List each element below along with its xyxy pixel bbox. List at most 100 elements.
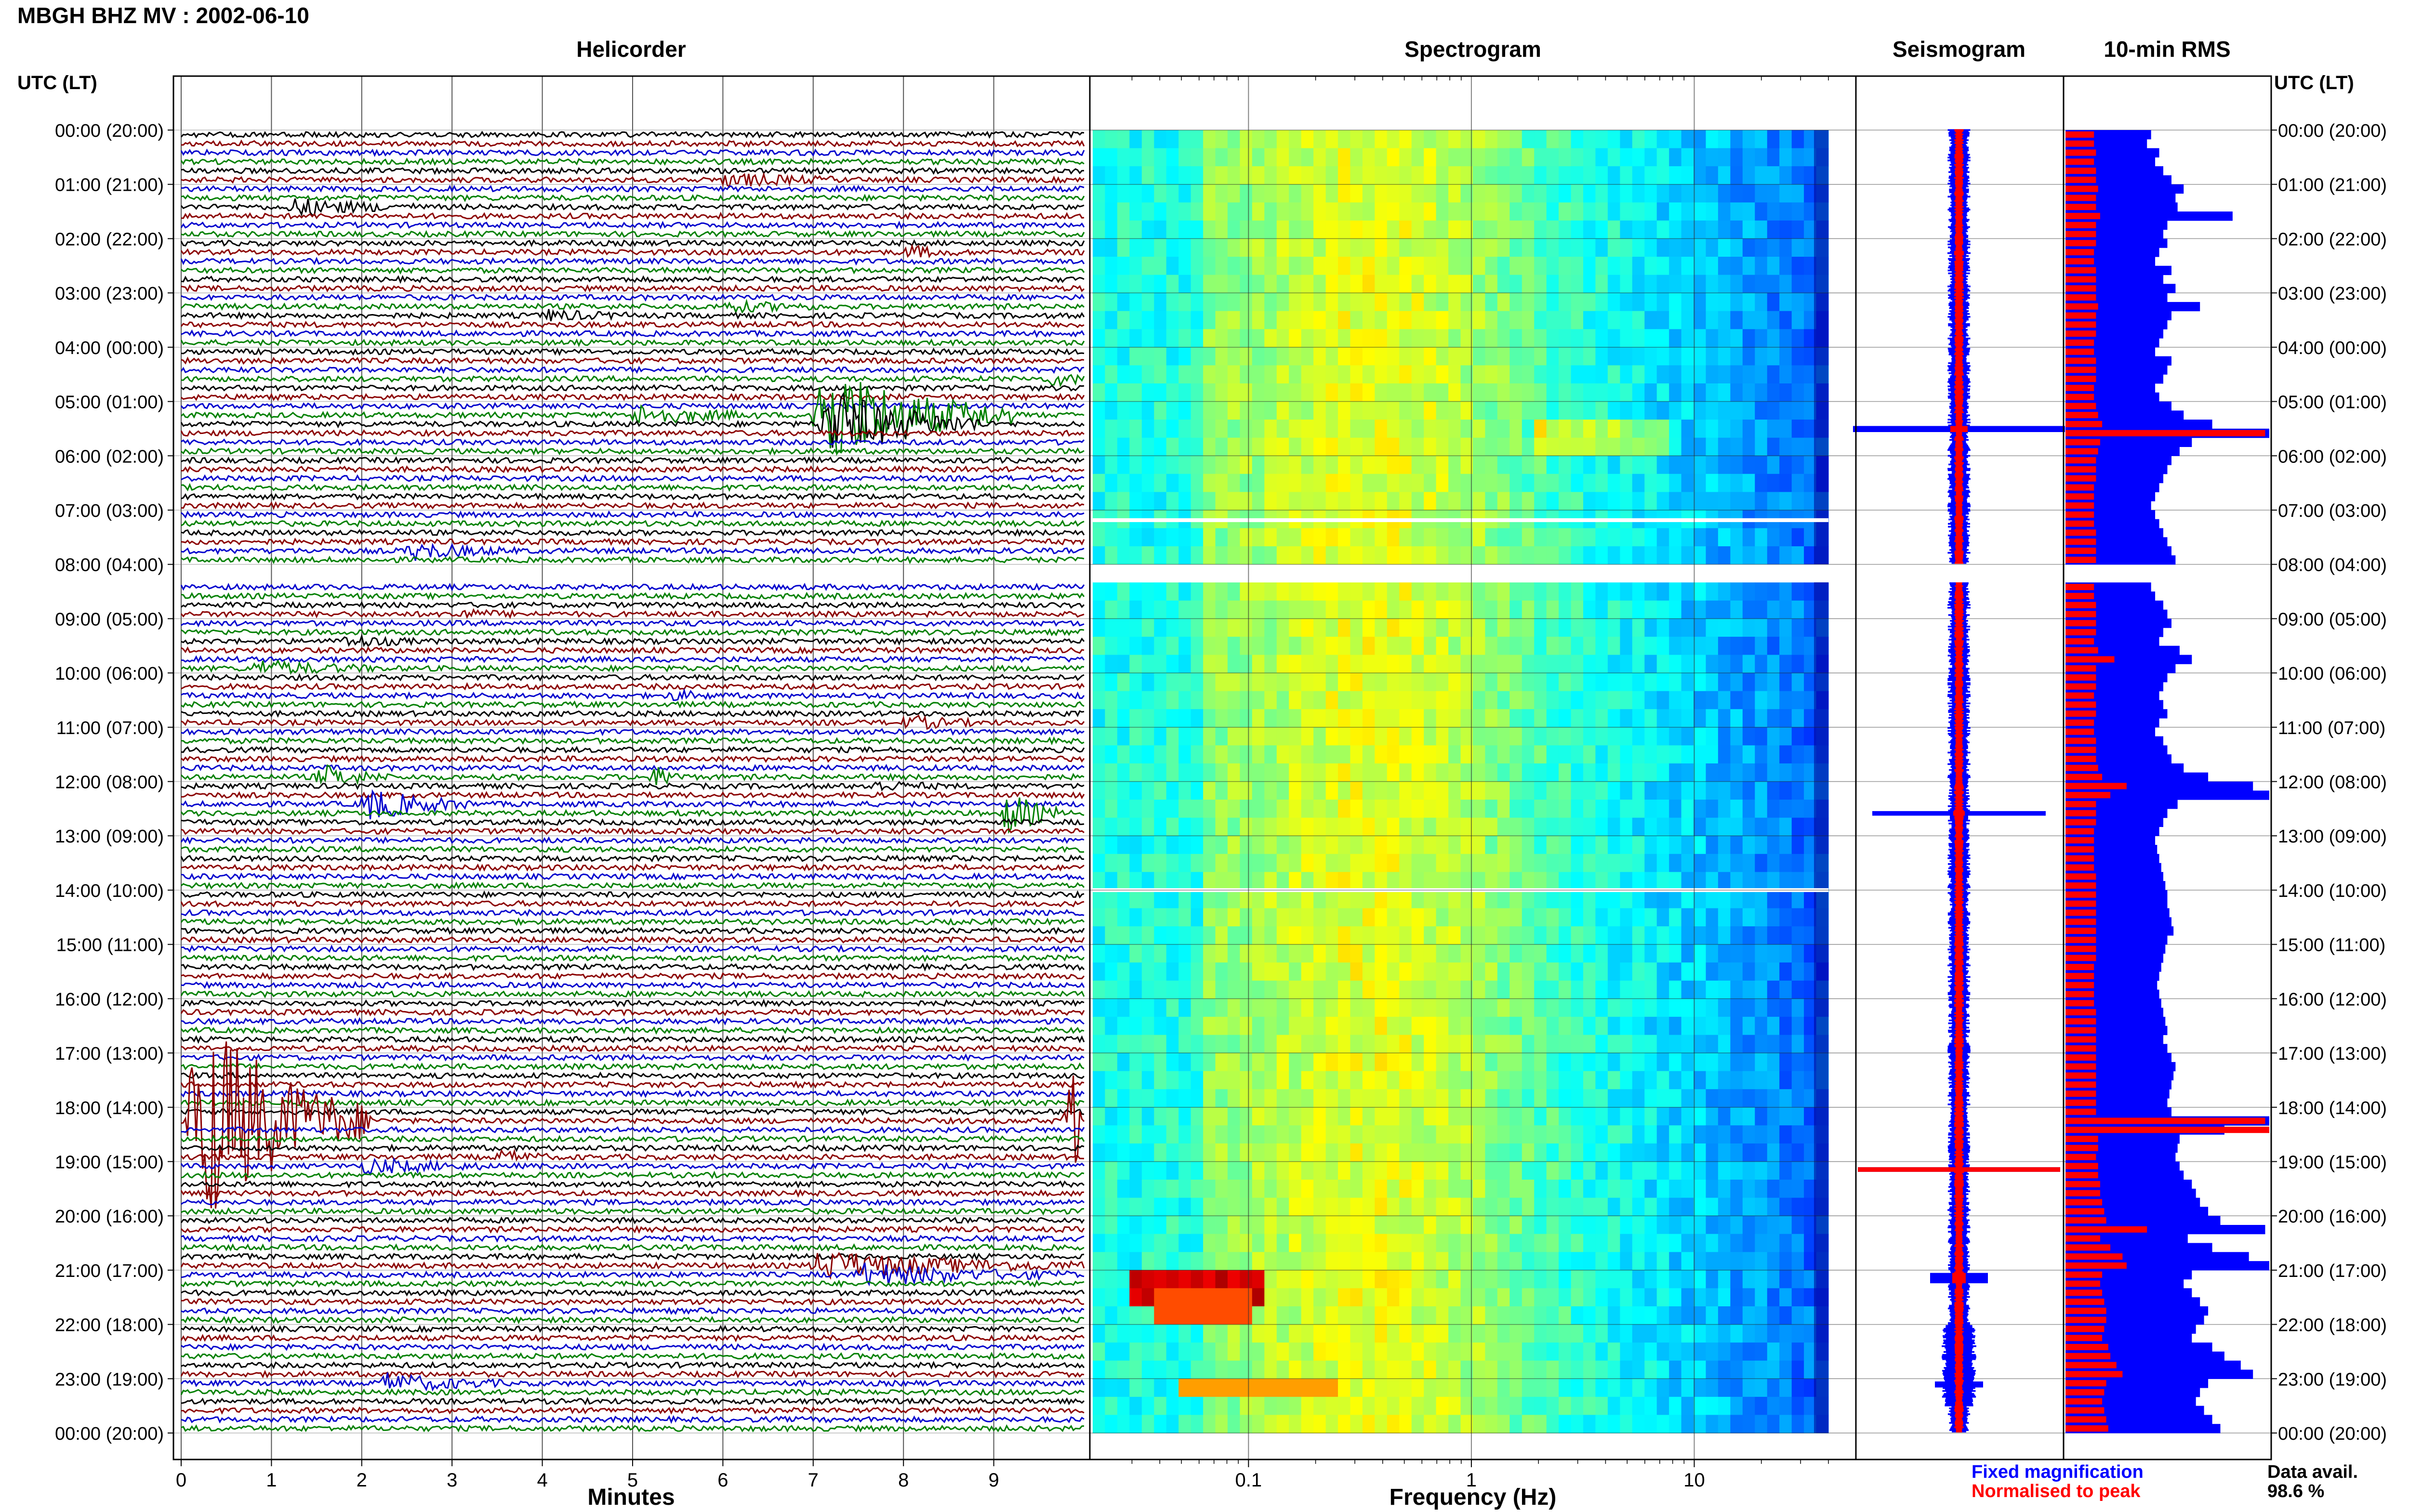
spectrogram-cell	[1166, 329, 1179, 348]
spectrogram-cell	[1252, 1288, 1265, 1307]
spectrogram-cell	[1472, 872, 1485, 891]
spectrogram-cell	[1583, 1125, 1596, 1144]
spectrogram-cell	[1264, 944, 1277, 963]
spectrogram-cell	[1718, 329, 1731, 348]
spectrogram-cell	[1632, 1016, 1645, 1036]
right-hour-label: 03:00 (23:00)	[2278, 284, 2387, 304]
spectrogram-cell	[1779, 1252, 1792, 1271]
spectrogram-cell	[1571, 872, 1584, 891]
spectrogram-cell	[1424, 980, 1437, 999]
spectrogram-cell	[1093, 618, 1105, 637]
spectrogram-cell	[1154, 962, 1167, 981]
rms-normalised-bar	[2065, 927, 2096, 934]
spectrogram-cell	[1350, 673, 1363, 692]
spectrogram-cell	[1522, 1143, 1535, 1162]
spectrogram-cell	[1448, 854, 1461, 872]
spectrogram-cell	[1105, 817, 1118, 836]
helicorder-trace-line	[180, 338, 1085, 347]
spectrogram-cell	[1141, 1288, 1154, 1307]
spectrogram-cell	[1276, 582, 1289, 601]
spectrogram-cell	[1755, 456, 1768, 474]
spectrogram-cell	[1472, 582, 1485, 601]
spectrogram-cell	[1375, 673, 1388, 692]
spectrogram-cell	[1411, 1125, 1424, 1144]
spectrogram-cell	[1252, 600, 1265, 619]
spectrogram-cell	[1620, 347, 1633, 366]
spectrogram-cell	[1607, 293, 1620, 312]
spectrogram-cell	[1141, 492, 1154, 511]
spectrogram-cell	[1252, 148, 1265, 167]
spectrogram-cell	[1154, 1053, 1167, 1072]
spectrogram-cell	[1767, 329, 1780, 348]
spectrogram-cell	[1301, 655, 1314, 673]
spectrogram-cell	[1129, 528, 1142, 547]
spectrogram-cell	[1203, 582, 1216, 601]
spectrogram-cell	[1227, 962, 1240, 981]
spectrogram-cell	[1546, 456, 1559, 474]
spectrogram-cell	[1730, 275, 1743, 293]
spectrogram-cell	[1166, 1071, 1179, 1090]
spectrogram-cell	[1166, 311, 1179, 329]
spectrogram-cell	[1779, 1324, 1792, 1343]
spectrogram-cell	[1583, 745, 1596, 764]
spectrogram-cell	[1607, 908, 1620, 927]
spectrogram-cell	[1595, 166, 1608, 185]
spectrogram-cell	[1644, 329, 1657, 348]
spectrogram-cell	[1791, 1396, 1804, 1416]
spectrogram-cell	[1718, 184, 1731, 203]
spectrogram-cell	[1497, 238, 1510, 257]
spectrogram-cell	[1534, 329, 1547, 348]
spectrogram-cell	[1448, 1107, 1461, 1126]
spectrogram-cell	[1325, 980, 1338, 999]
spectrogram-cell	[1791, 1089, 1804, 1108]
spectrogram-cell	[1338, 456, 1350, 474]
spectrogram-cell	[1632, 836, 1645, 855]
spectrogram-cell	[1289, 781, 1302, 800]
spectrogram-cell	[1105, 1342, 1118, 1361]
left-hour-label: 19:00 (15:00)	[55, 1152, 164, 1172]
rms-normalised-bar	[2065, 638, 2094, 644]
spectrogram-cell	[1178, 800, 1191, 818]
spectrogram-cell	[1424, 854, 1437, 872]
spectrogram-cell	[1338, 673, 1350, 692]
spectrogram-cell	[1779, 528, 1792, 547]
spectrogram-cell	[1411, 763, 1424, 782]
spectrogram-cell	[1583, 600, 1596, 619]
spectrogram-cell	[1607, 962, 1620, 981]
spectrogram-cell	[1681, 347, 1694, 366]
spectrogram-cell	[1497, 727, 1510, 746]
spectrogram-cell	[1583, 329, 1596, 348]
spectrogram-cell	[1620, 854, 1633, 872]
spectrogram-cell	[1411, 962, 1424, 981]
spectrogram-cell	[1166, 1306, 1179, 1325]
spectrogram-cell	[1681, 401, 1694, 420]
spectrogram-cell	[1350, 618, 1363, 637]
spectrogram-cell	[1571, 1216, 1584, 1235]
spectrogram-cell	[1362, 166, 1375, 185]
spectrogram-cell	[1718, 944, 1731, 963]
spectrogram-cell	[1301, 492, 1314, 511]
spectrogram-cell	[1546, 130, 1559, 149]
spectrogram-cell	[1791, 1216, 1804, 1235]
spectrogram-cell	[1191, 926, 1204, 945]
spectrogram-cell	[1706, 1089, 1719, 1108]
spectrogram-cell	[1399, 437, 1412, 456]
spectrogram-cell	[1497, 1342, 1510, 1361]
spectrogram-cell	[1485, 636, 1498, 656]
spectrogram-cell	[1362, 130, 1375, 149]
spectrogram-cell	[1656, 383, 1669, 402]
spectrogram-cell	[1240, 275, 1253, 293]
spectrogram-cell	[1117, 709, 1130, 728]
spectrogram-cell	[1240, 1396, 1253, 1416]
spectrogram-cell	[1706, 1125, 1719, 1144]
spectrogram-cell	[1252, 401, 1265, 420]
spectrogram-cell	[1203, 1360, 1216, 1379]
right-hour-label: 06:00 (02:00)	[2278, 447, 2387, 467]
spectrogram-cell	[1424, 1035, 1437, 1053]
spectrogram-cell	[1644, 437, 1657, 456]
spectrogram-cell	[1166, 727, 1179, 746]
spectrogram-cell	[1559, 1270, 1572, 1289]
spectrogram-cell	[1595, 1107, 1608, 1126]
spectrogram-cell	[1534, 1252, 1547, 1271]
spectrogram-cell	[1411, 1053, 1424, 1072]
